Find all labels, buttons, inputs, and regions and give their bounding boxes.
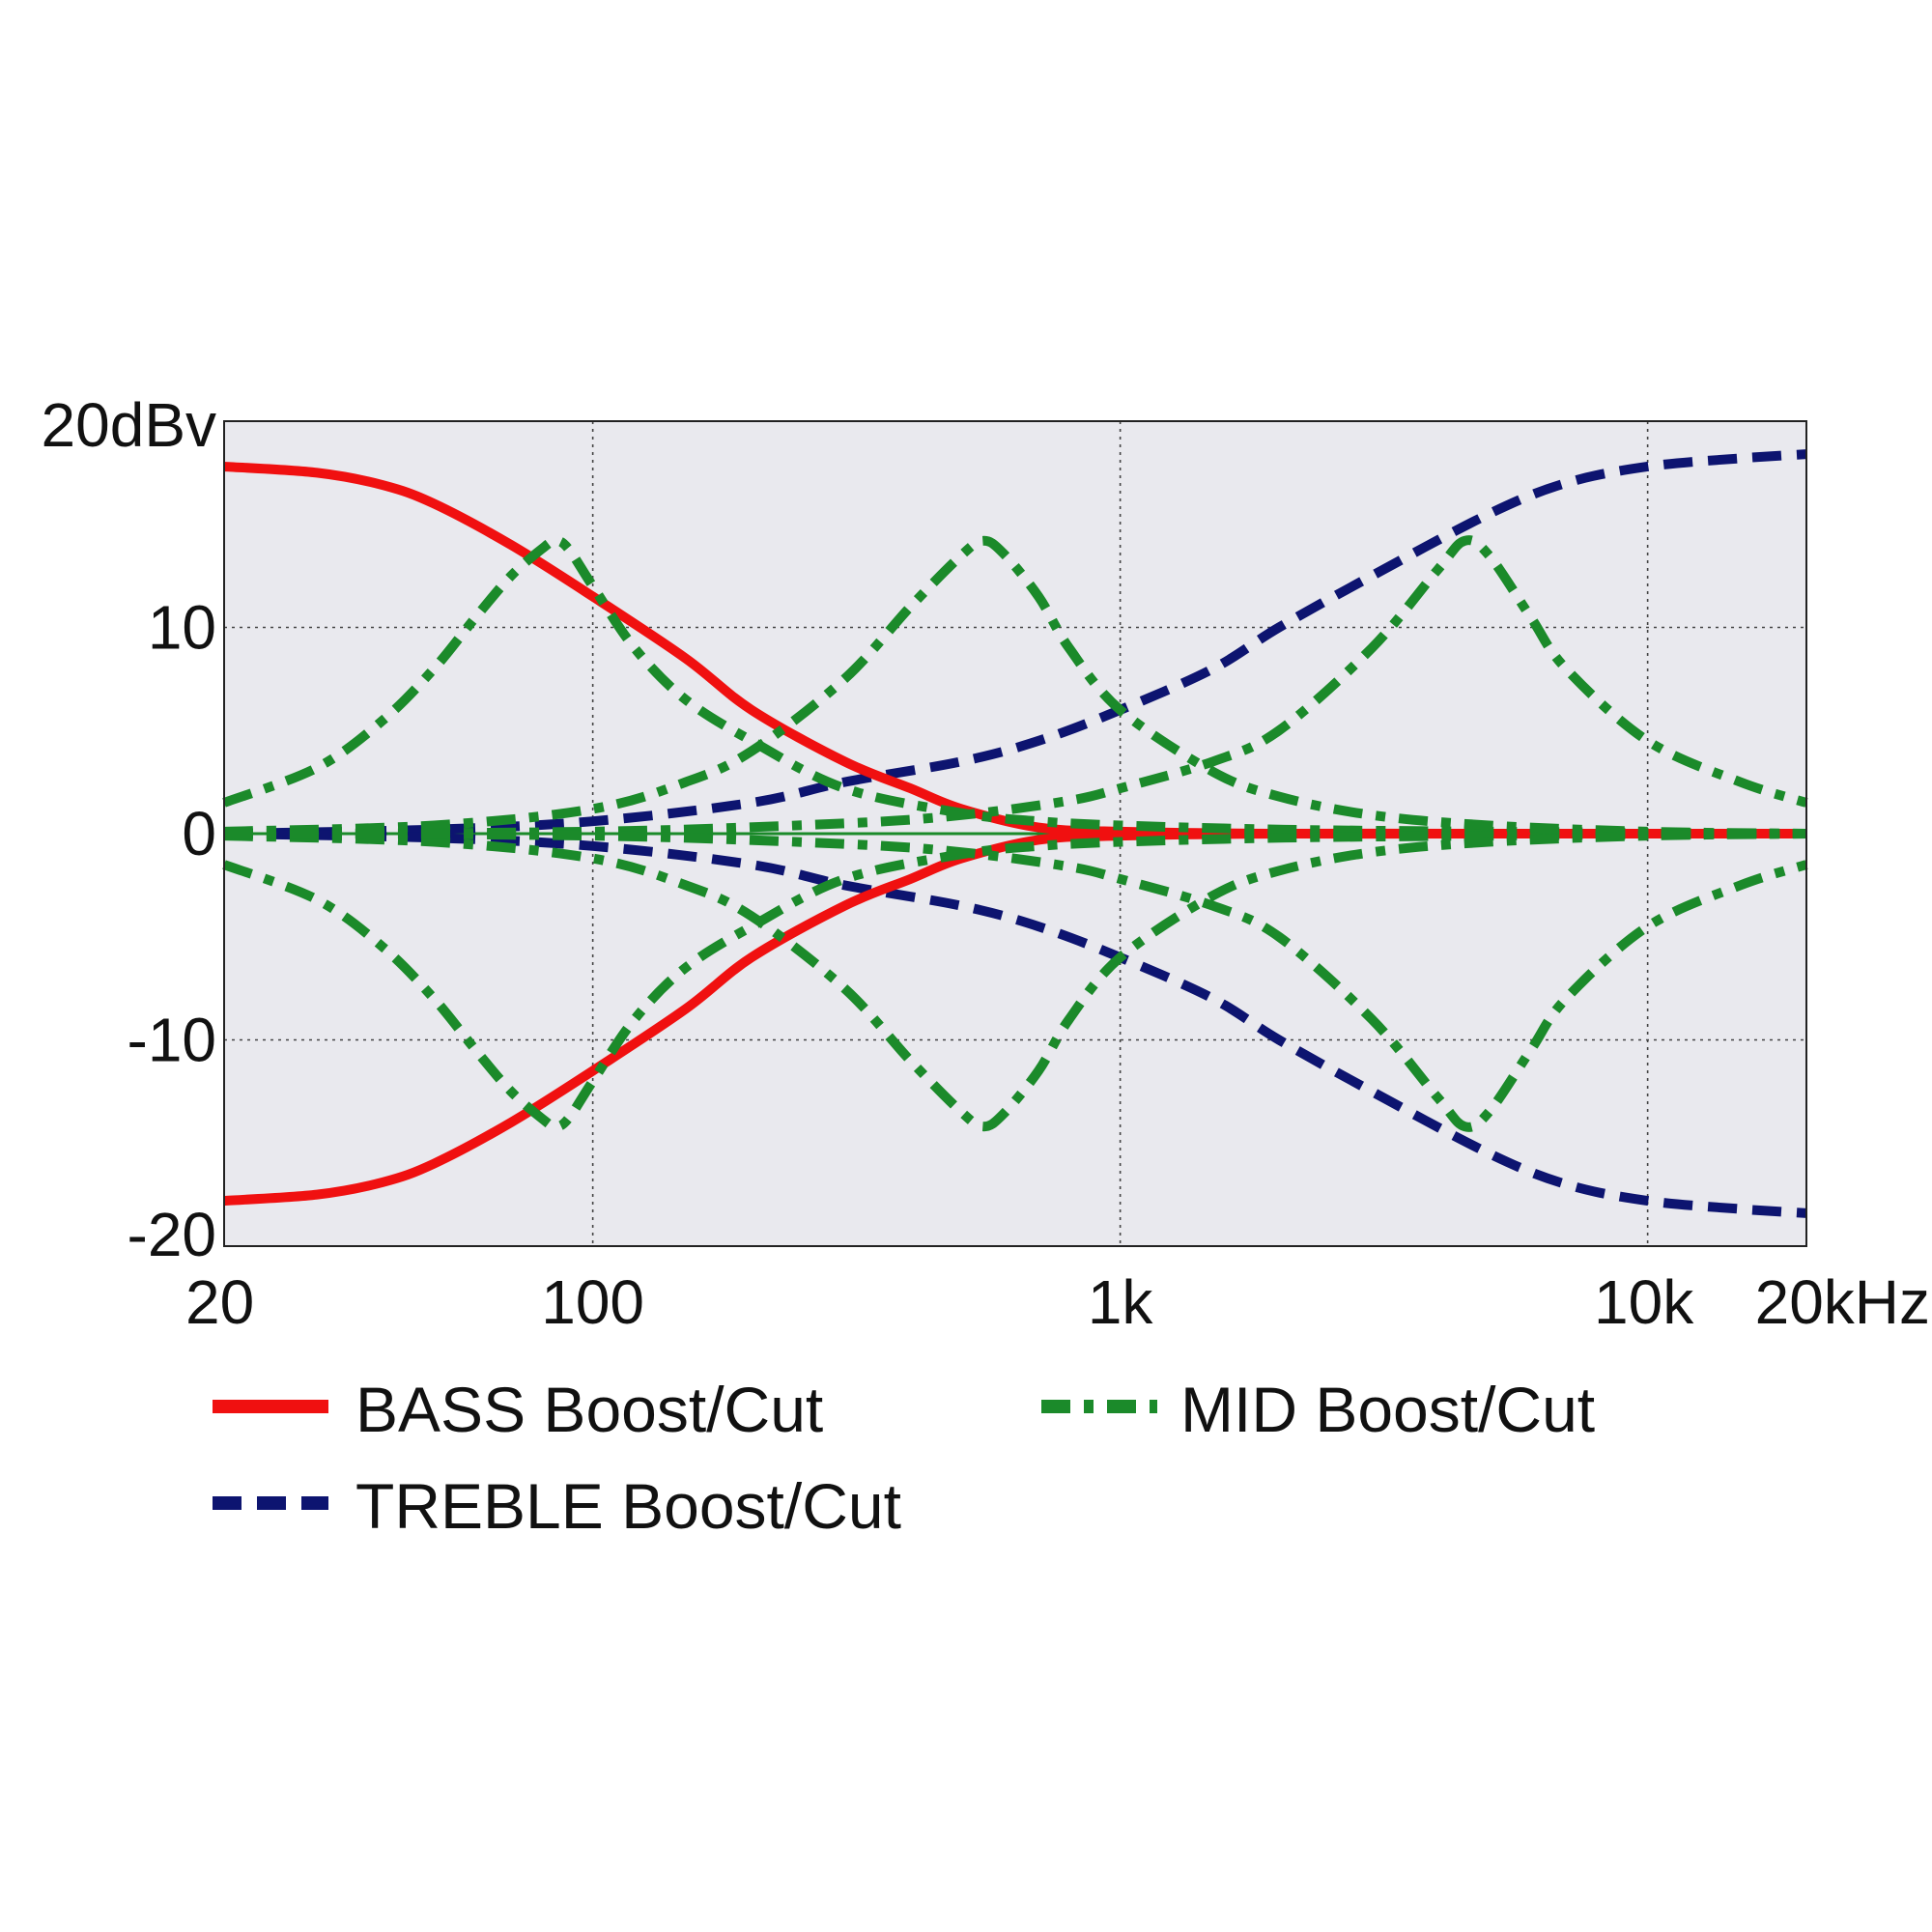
legend-label-mid: MID Boost/Cut <box>1180 1374 1595 1445</box>
x-tick-label: 100 <box>541 1267 644 1337</box>
bass-curve-cut <box>223 828 1806 1207</box>
mid-curve-cut <box>223 829 1808 1132</box>
legend-label-bass: BASS Boost/Cut <box>355 1374 823 1445</box>
x-tick-label: 20kHz <box>1755 1267 1930 1337</box>
y-tick-label: 20dBv <box>42 390 216 460</box>
legend: BASS Boost/Cut MID Boost/Cut TREBLE Boost/… <box>213 1374 1595 1542</box>
mid-curve-boost <box>222 535 1807 838</box>
y-tick-label: 10 <box>148 593 216 663</box>
legend-label-treble: TREBLE Boost/Cut <box>355 1470 901 1542</box>
mid-curve-boost <box>223 535 1807 838</box>
plot-frame <box>223 420 1807 1247</box>
y-tick-label: -20 <box>128 1200 217 1269</box>
y-tick-label: 0 <box>182 799 216 868</box>
mid-curve-cut <box>223 829 1807 1132</box>
x-axis-tick-labels: 20 100 1k 10k 20kHz <box>185 1267 1930 1337</box>
mid-curve-cut <box>222 829 1807 1132</box>
x-tick-label: 1k <box>1088 1267 1154 1337</box>
series-curves <box>222 449 1808 1218</box>
x-tick-label: 10k <box>1594 1267 1694 1337</box>
mid-curve-boost <box>223 535 1808 838</box>
x-tick-label: 20 <box>185 1267 254 1337</box>
y-tick-label: -10 <box>128 1006 217 1075</box>
y-axis-tick-labels: 20dBv 10 0 -10 -20 <box>42 390 216 1269</box>
